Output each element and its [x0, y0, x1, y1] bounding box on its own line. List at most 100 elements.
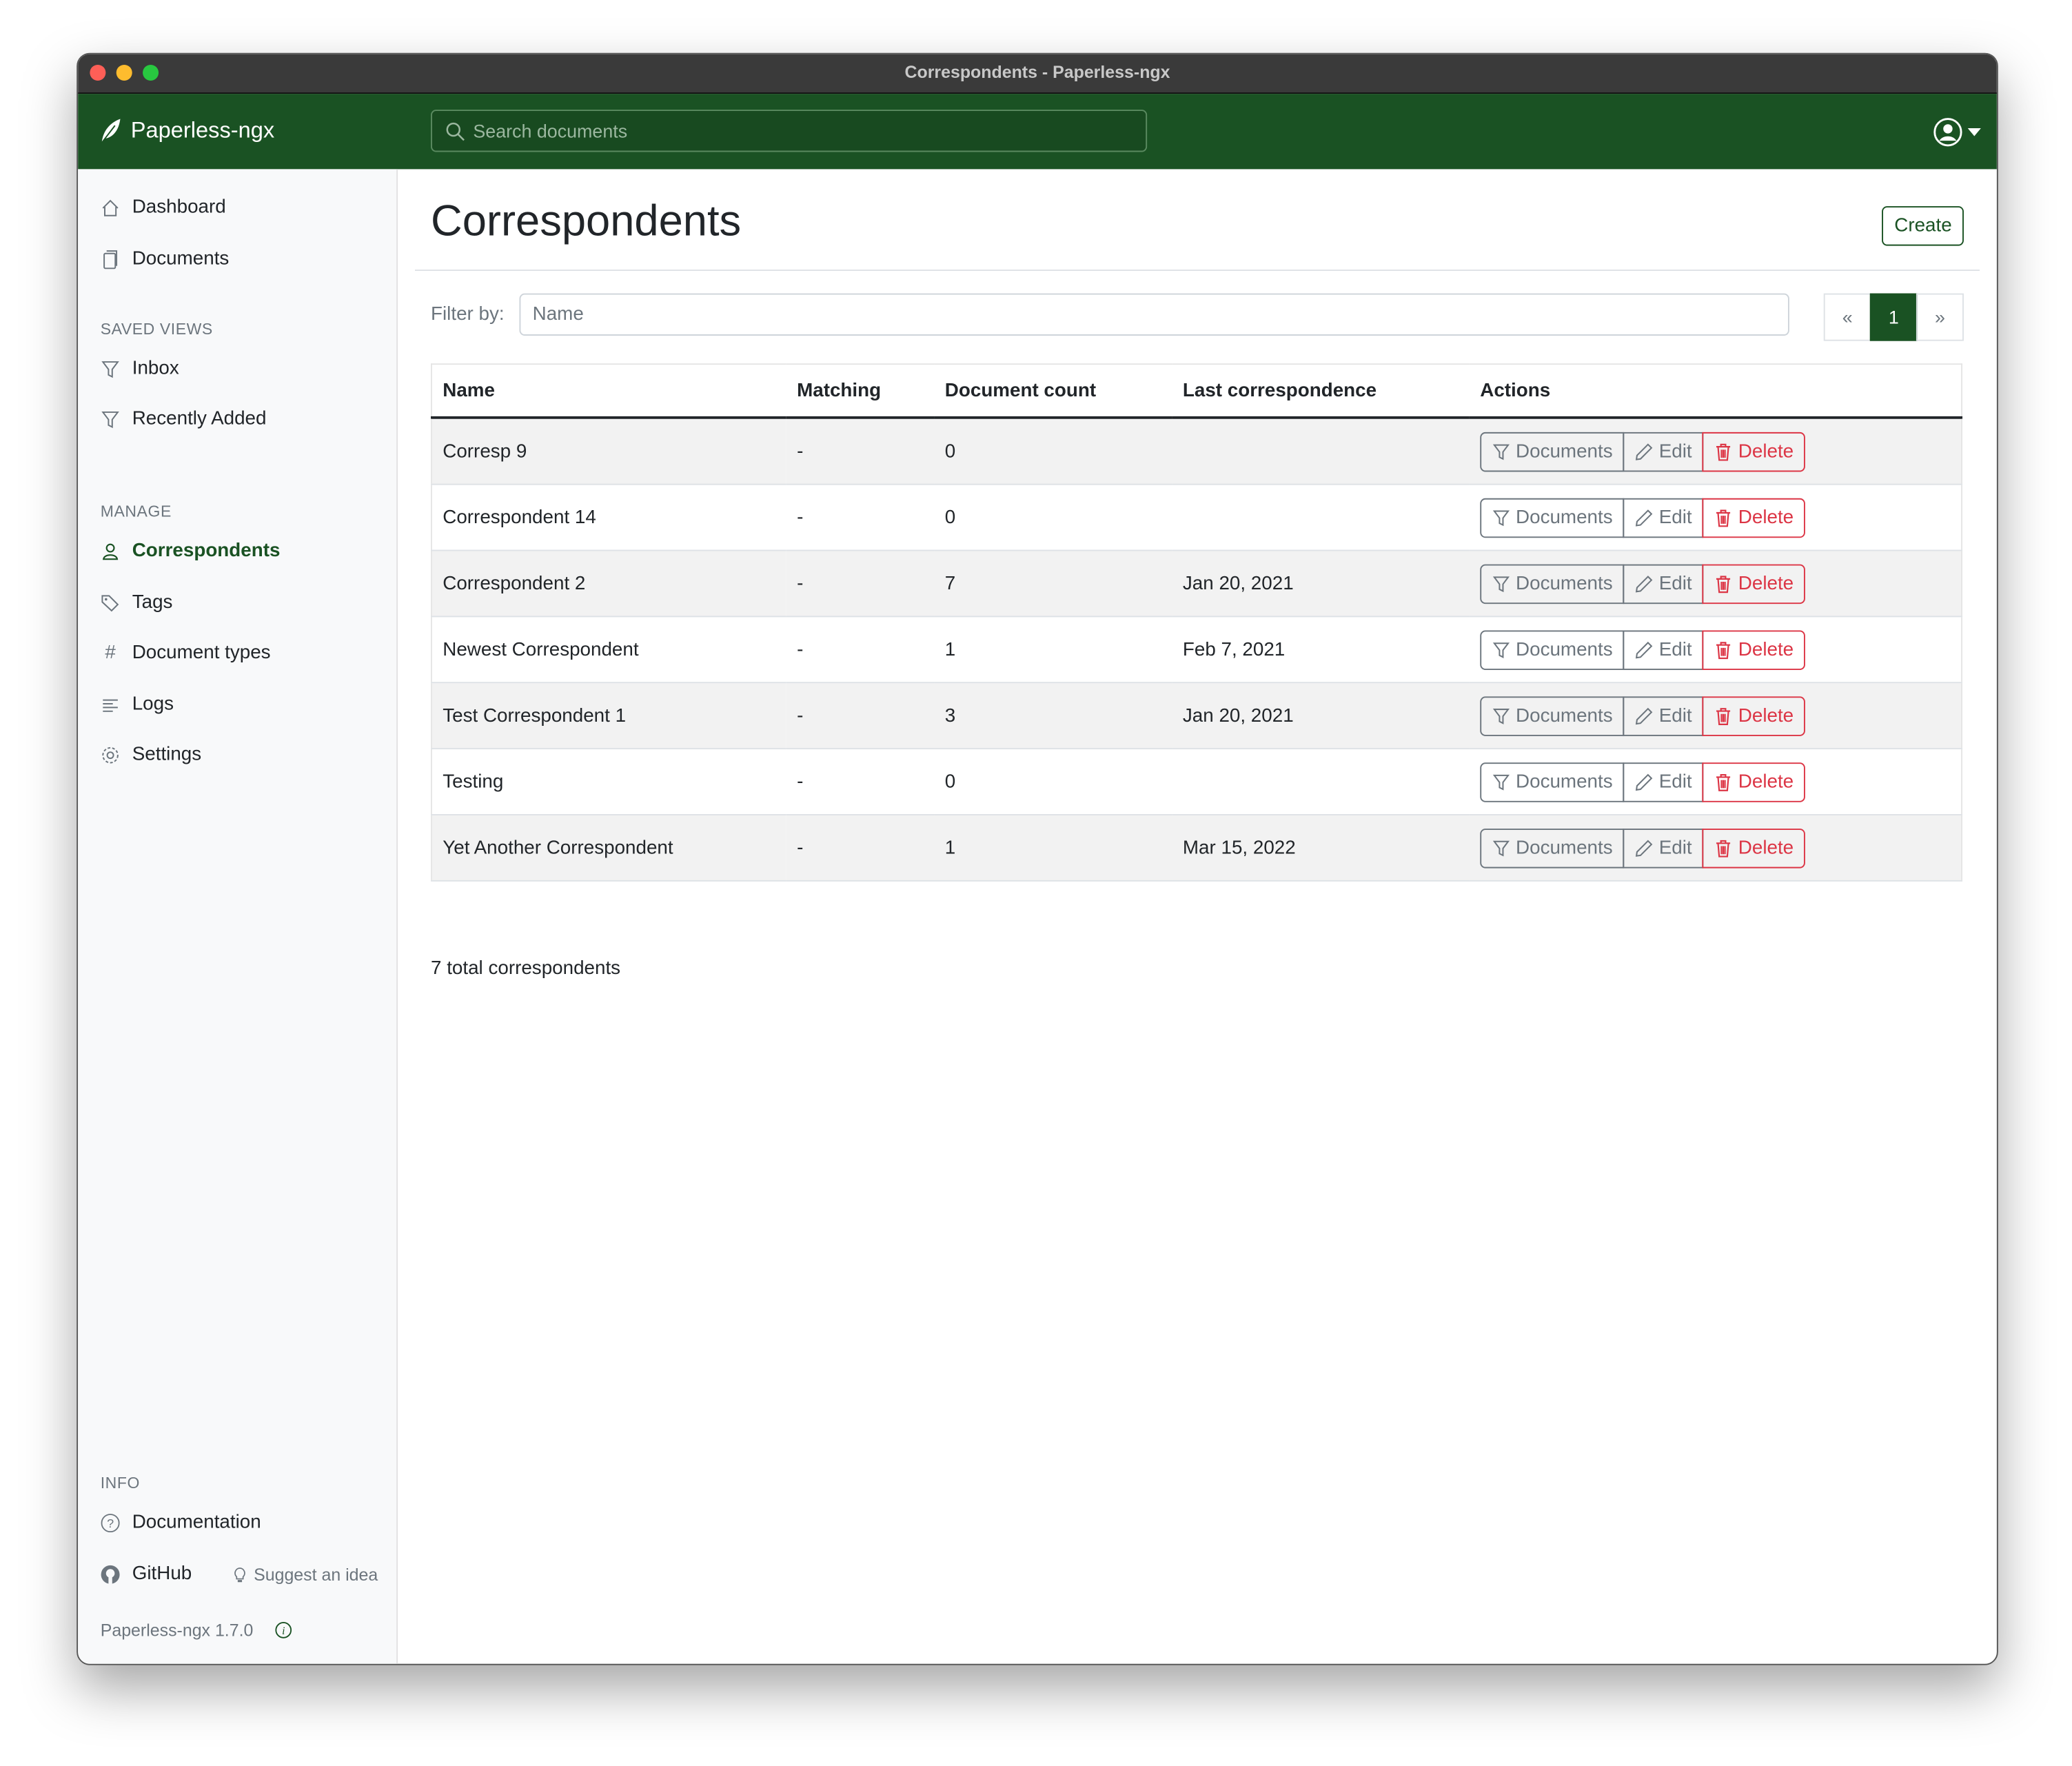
sidebar-item-document-types[interactable]: # Document types [101, 642, 270, 664]
edit-label: Edit [1658, 573, 1692, 594]
cell-actions: Documents Edit Delete [1469, 682, 1962, 750]
cell-last-correspondence: Mar 15, 2022 [1172, 814, 1470, 882]
sidebar-item-label: Logs [132, 693, 174, 715]
documents-label: Documents [1516, 704, 1613, 727]
cell-actions: Documents Edit Delete [1469, 749, 1962, 815]
delete-label: Delete [1738, 638, 1794, 660]
cell-matching: - [786, 682, 935, 750]
sidebar-item-documents[interactable]: Documents [101, 248, 230, 270]
funnel-icon [101, 410, 119, 428]
next-page-button[interactable]: » [1916, 293, 1964, 341]
pagination: « 1 » [1823, 293, 1964, 341]
documents-button[interactable]: Documents [1480, 696, 1625, 735]
funnel-icon [101, 361, 119, 378]
documents-label: Documents [1516, 771, 1613, 793]
delete-button[interactable]: Delete [1703, 497, 1806, 538]
edit-button[interactable]: Edit [1623, 497, 1704, 538]
version-label: Paperless-ngx 1.7.0 [100, 1620, 254, 1641]
delete-button[interactable]: Delete [1703, 828, 1806, 868]
trash-icon [1716, 509, 1731, 527]
edit-button[interactable]: Edit [1623, 563, 1704, 604]
delete-button[interactable]: Delete [1703, 563, 1806, 604]
pencil-icon [1636, 509, 1653, 526]
delete-button[interactable]: Delete [1703, 762, 1806, 802]
minimize-window-button[interactable] [116, 64, 132, 81]
cell-last-correspondence: Feb 7, 2021 [1172, 616, 1470, 684]
sidebar-item-github[interactable]: GitHub [101, 1563, 192, 1585]
cell-document-count: 7 [934, 550, 1172, 618]
search-input[interactable]: Search documents [431, 110, 1148, 152]
sidebar-item-recently-added[interactable]: Recently Added [101, 408, 266, 429]
documents-button[interactable]: Documents [1480, 762, 1625, 802]
create-button[interactable]: Create [1882, 206, 1964, 246]
user-menu-button[interactable] [1933, 118, 1981, 147]
sidebar-item-label: Documentation [132, 1512, 261, 1533]
trash-icon [1716, 707, 1731, 724]
delete-button[interactable]: Delete [1703, 696, 1806, 735]
house-icon [102, 199, 119, 216]
sidebar-item-label: Documents [132, 248, 230, 270]
prev-page-button[interactable]: « [1823, 293, 1871, 341]
documents-button[interactable]: Documents [1480, 563, 1625, 604]
brand-link[interactable]: Paperless-ngx [99, 118, 274, 144]
cell-name: Test Correspondent 1 [431, 682, 786, 750]
edit-button[interactable]: Edit [1623, 431, 1704, 471]
column-header-name[interactable]: Name [431, 364, 786, 419]
maximize-window-button[interactable] [143, 64, 159, 81]
sidebar-item-documentation[interactable]: ? Documentation [101, 1512, 261, 1533]
cell-matching: - [786, 550, 935, 618]
lightbulb-icon [234, 1567, 245, 1583]
user-circle-icon [1933, 118, 1962, 147]
action-button-group: Documents Edit Delete [1480, 696, 1806, 735]
delete-button[interactable]: Delete [1703, 431, 1806, 471]
column-header-last-correspondence[interactable]: Last correspondence [1172, 364, 1470, 419]
sidebar-item-correspondents[interactable]: Correspondents [101, 540, 281, 562]
close-window-button[interactable] [90, 64, 106, 81]
top-navbar: Paperless-ngx Search documents [78, 94, 1997, 170]
column-header-document-count[interactable]: Document count [934, 364, 1172, 419]
version-info: Paperless-ngx 1.7.0 i [101, 1620, 292, 1640]
edit-button[interactable]: Edit [1623, 762, 1704, 802]
documents-button[interactable]: Documents [1480, 629, 1625, 670]
delete-button[interactable]: Delete [1703, 629, 1806, 670]
info-circle-icon[interactable]: i [274, 1621, 292, 1638]
documents-button[interactable]: Documents [1480, 828, 1625, 868]
trash-icon [1716, 839, 1731, 857]
funnel-icon [1492, 773, 1510, 790]
documents-button[interactable]: Documents [1480, 431, 1625, 471]
edit-label: Edit [1658, 507, 1692, 528]
sidebar-item-inbox[interactable]: Inbox [101, 358, 179, 380]
cell-matching: - [786, 814, 935, 882]
sidebar-item-tags[interactable]: Tags [101, 592, 172, 613]
cell-document-count: 1 [934, 616, 1172, 684]
sidebar-item-label: Inbox [132, 358, 179, 380]
edit-button[interactable]: Edit [1623, 629, 1704, 670]
leaf-logo-icon [101, 119, 121, 143]
cell-matching: - [786, 484, 935, 551]
column-header-matching[interactable]: Matching [786, 364, 935, 419]
trash-icon [1716, 773, 1731, 791]
delete-label: Delete [1738, 837, 1794, 859]
edit-label: Edit [1658, 837, 1692, 859]
documents-button[interactable]: Documents [1480, 497, 1625, 538]
suggest-idea-link[interactable]: Suggest an idea [232, 1565, 378, 1585]
edit-button[interactable]: Edit [1623, 696, 1704, 735]
sidebar-item-label: Dashboard [132, 196, 226, 219]
title-bar: Correspondents - Paperless-ngx [78, 54, 1997, 94]
cell-actions: Documents Edit Delete [1469, 484, 1962, 551]
funnel-icon [1492, 443, 1510, 460]
manage-heading: MANAGE [100, 502, 172, 521]
sidebar-item-settings[interactable]: Settings [101, 744, 201, 765]
tags-icon [101, 594, 119, 611]
cell-actions: Documents Edit Delete [1469, 814, 1962, 882]
gear-icon [102, 746, 119, 763]
cell-name: Corresp 9 [431, 417, 786, 485]
table-row: Newest Correspondent - 1 Feb 7, 2021 Doc… [431, 616, 1962, 684]
saved-views-heading: SAVED VIEWS [100, 319, 213, 338]
sidebar-item-logs[interactable]: Logs [101, 694, 174, 715]
name-filter-input[interactable]: Name [519, 293, 1789, 336]
sidebar-item-dashboard[interactable]: Dashboard [101, 196, 226, 219]
sidebar: Dashboard Documents SAVED VIEWS Inbox Re… [78, 169, 398, 1664]
edit-button[interactable]: Edit [1623, 828, 1704, 868]
page-1-button[interactable]: 1 [1869, 293, 1918, 341]
